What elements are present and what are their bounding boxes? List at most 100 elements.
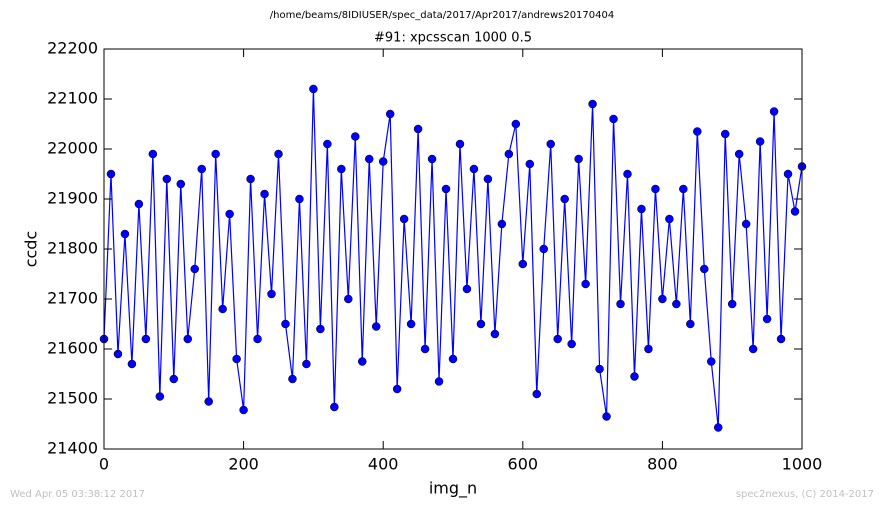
data-point	[358, 357, 367, 366]
data-point	[588, 99, 597, 109]
data-point	[665, 214, 674, 224]
data-point	[790, 207, 800, 216]
data-point	[127, 359, 137, 369]
y-tick-label: 21400	[47, 439, 98, 458]
data-point	[162, 174, 172, 184]
data-point	[246, 174, 255, 184]
data-point	[371, 322, 381, 331]
data-point	[469, 164, 479, 174]
x-tick-label: 200	[228, 455, 259, 474]
data-point	[595, 364, 604, 374]
y-tick-label: 22100	[47, 89, 98, 108]
y-tick-label: 21800	[47, 239, 98, 258]
data-point	[148, 149, 158, 159]
x-axis-label: img_n	[429, 479, 477, 499]
data-point	[183, 334, 193, 344]
suptitle: /home/beams/8IDIUSER/spec_data/2017/Apr2…	[270, 10, 614, 21]
data-point	[707, 357, 716, 366]
data-point	[546, 139, 555, 149]
data-point	[176, 179, 186, 189]
x-tick-label: 800	[647, 455, 678, 474]
data-point	[267, 289, 276, 299]
data-point	[113, 349, 123, 359]
data-point	[448, 354, 458, 364]
y-axis-label: ccdc	[22, 231, 41, 268]
data-point	[455, 139, 465, 149]
data-point	[720, 129, 730, 139]
data-point	[539, 244, 548, 254]
footer-left: Wed Apr 05 03:38:12 2017	[10, 489, 145, 500]
data-point	[155, 392, 165, 401]
data-point	[344, 294, 353, 304]
data-point	[427, 154, 437, 164]
y-tick-label: 21900	[47, 189, 98, 208]
data-point	[490, 329, 500, 339]
data-point	[497, 219, 507, 229]
data-point	[302, 359, 311, 369]
data-point	[783, 169, 793, 179]
chart-title: #91: xpcsscan 1000 0.5	[374, 31, 532, 46]
data-point	[644, 344, 653, 354]
data-point	[232, 354, 241, 364]
data-point	[406, 319, 416, 329]
data-point	[295, 194, 304, 204]
data-point	[518, 259, 528, 269]
data-point	[616, 299, 625, 309]
data-point	[553, 334, 562, 344]
x-tick-label: 1000	[782, 455, 823, 474]
data-point	[337, 164, 346, 174]
data-point	[218, 304, 227, 314]
x-tick-label: 0	[99, 455, 109, 474]
data-point	[672, 299, 681, 309]
data-point	[476, 319, 486, 329]
data-point	[734, 149, 744, 159]
data-point	[748, 344, 758, 354]
data-point	[693, 127, 702, 136]
data-point	[309, 84, 318, 94]
data-point	[323, 139, 332, 149]
data-point	[483, 174, 493, 184]
data-point	[274, 149, 283, 159]
data-point	[630, 372, 639, 381]
data-point	[385, 109, 395, 119]
data-point	[190, 264, 199, 274]
data-point	[776, 334, 786, 344]
data-point	[727, 299, 737, 309]
data-point	[525, 159, 535, 169]
data-point	[651, 184, 660, 194]
data-point	[609, 114, 618, 124]
data-point	[197, 164, 206, 174]
data-point	[658, 294, 667, 304]
data-point	[532, 389, 542, 399]
data-point	[420, 344, 430, 354]
y-tick-label: 21600	[47, 339, 98, 358]
data-point	[504, 149, 514, 159]
data-point	[392, 384, 402, 394]
data-point	[637, 204, 646, 214]
data-point	[169, 374, 179, 384]
x-tick-label: 600	[508, 455, 539, 474]
data-point	[441, 184, 451, 194]
y-tick-label: 21500	[47, 389, 98, 408]
data-point	[581, 279, 590, 289]
data-point	[679, 184, 688, 194]
x-tick-label: 400	[368, 455, 399, 474]
data-point	[713, 423, 723, 432]
data-point	[364, 154, 374, 164]
data-point	[413, 124, 423, 134]
y-tick-label: 22000	[47, 139, 98, 158]
data-point	[399, 214, 409, 224]
data-point	[700, 264, 709, 274]
data-point	[316, 324, 325, 334]
data-point	[755, 137, 765, 146]
data-point	[211, 149, 220, 159]
data-point	[134, 199, 144, 209]
y-tick-label: 22200	[47, 39, 98, 58]
data-point	[288, 374, 297, 384]
data-point	[260, 189, 269, 199]
footer-right: spec2nexus, (C) 2014-2017	[736, 489, 874, 500]
plot-area	[99, 84, 807, 432]
data-point	[141, 334, 151, 344]
data-point	[574, 154, 583, 164]
